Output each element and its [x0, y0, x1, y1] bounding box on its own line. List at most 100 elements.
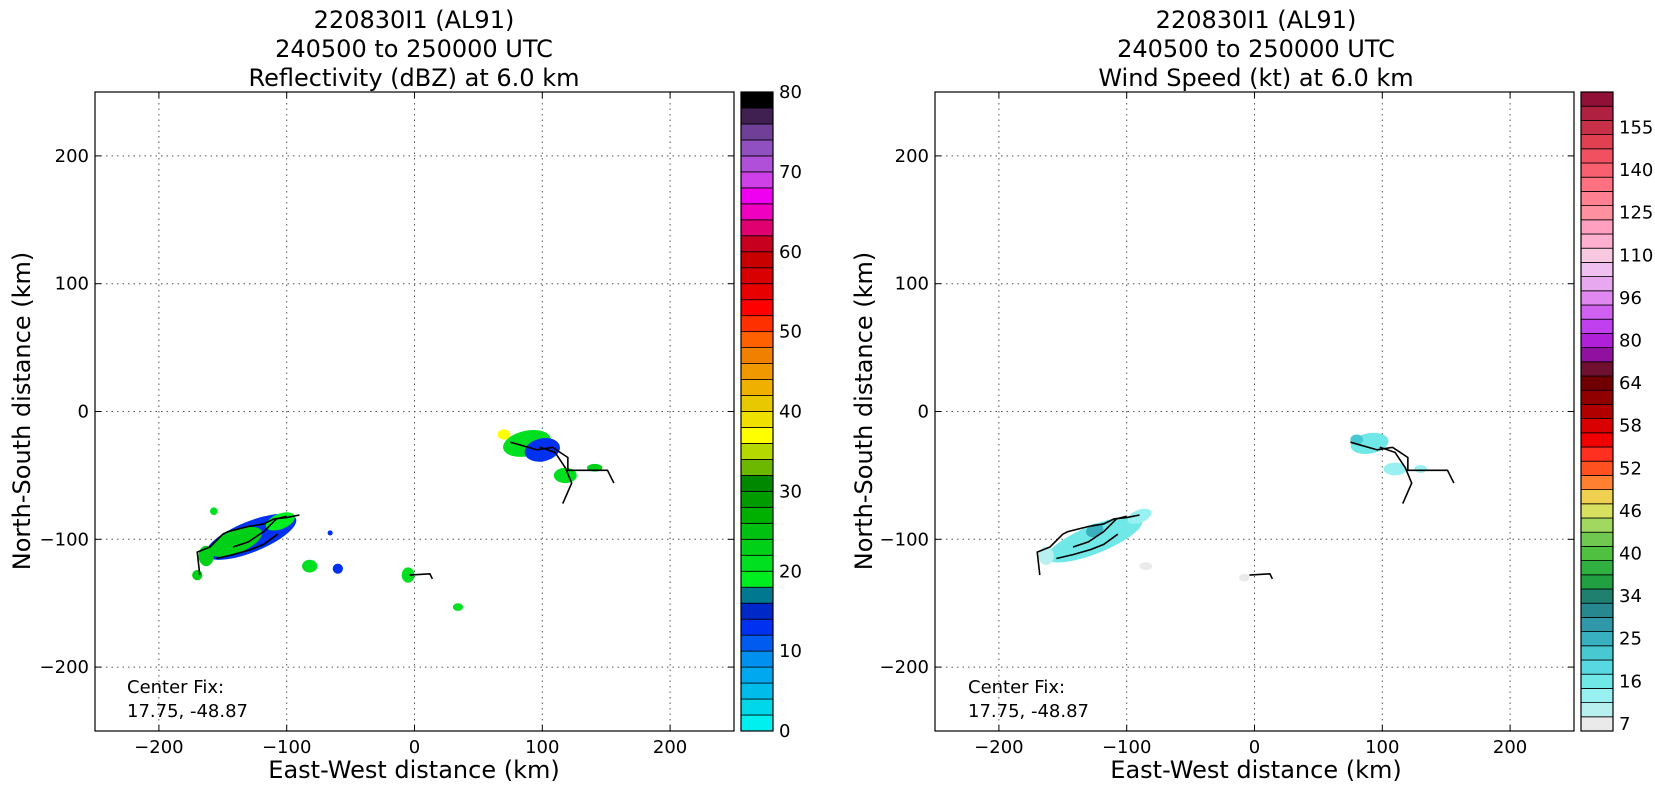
colorbar-segment	[1580, 531, 1614, 547]
colorbar-segment	[740, 538, 774, 556]
colorbar-segment	[1580, 688, 1614, 704]
reflectivity-title-line-3: Reflectivity (dBZ) at 6.0 km	[249, 64, 580, 92]
x-tick-label: 0	[409, 737, 420, 758]
reflectivity-center-fix-value: 17.75, -48.87	[127, 701, 248, 722]
wind-speed-title-line-2: 240500 to 250000 UTC	[1117, 35, 1395, 63]
colorbar-segment	[1580, 403, 1614, 419]
reflectivity-x-axis-label: East-West distance (km)	[268, 756, 559, 784]
colorbar-segment	[1580, 318, 1614, 334]
colorbar-segment	[740, 586, 774, 604]
flight-track	[216, 533, 279, 560]
wind-cell	[1127, 508, 1152, 524]
x-tick-label: 100	[1365, 737, 1399, 758]
flight-track	[510, 441, 615, 484]
colorbar-segment	[1580, 148, 1614, 164]
x-tick-label: −100	[1102, 737, 1151, 758]
echo-cell	[192, 569, 203, 581]
colorbar-segment	[1580, 304, 1614, 320]
reflectivity-x-ticks: −200 −100 0 100 200	[134, 92, 687, 758]
colorbar-segment	[1580, 332, 1614, 348]
colorbar-segment	[740, 107, 774, 125]
reflectivity-flight-tracks	[196, 441, 615, 580]
colorbar-segment	[740, 443, 774, 460]
colorbar-tick-label: 140	[1619, 160, 1653, 181]
wind-cell	[1239, 573, 1250, 582]
colorbar-segment	[740, 379, 774, 396]
reflectivity-center-fix-label: Center Fix:	[127, 677, 224, 698]
colorbar-segment	[740, 459, 774, 476]
colorbar-segment	[740, 331, 774, 349]
colorbar-segment	[740, 171, 774, 189]
colorbar-tick-label: 40	[779, 402, 802, 423]
colorbar-segment	[1580, 389, 1614, 405]
colorbar-segment	[740, 411, 774, 428]
colorbar-segment	[1580, 120, 1614, 136]
colorbar-segment	[1580, 645, 1614, 661]
colorbar-segment	[1580, 219, 1614, 235]
wind-cell	[1139, 562, 1153, 570]
colorbar-tick-label: 7	[1619, 714, 1630, 735]
colorbar-segment	[740, 650, 774, 668]
colorbar-segment	[1580, 347, 1614, 363]
colorbar-segment	[1580, 474, 1614, 490]
colorbar-tick-label: 16	[1619, 671, 1642, 692]
colorbar-segment	[1580, 702, 1614, 718]
colorbar-segment	[1580, 574, 1614, 590]
echo-cell	[327, 530, 333, 536]
flight-track	[1056, 533, 1119, 560]
wind-speed-title-line-1: 220830I1 (AL91)	[1156, 6, 1357, 34]
colorbar-segment	[1580, 716, 1614, 732]
flight-track	[1072, 515, 1127, 548]
colorbar-segment	[1580, 631, 1614, 647]
y-tick-label: 0	[918, 402, 929, 423]
colorbar-segment	[740, 714, 774, 732]
y-tick-label: 100	[895, 274, 929, 295]
colorbar-segment	[1580, 546, 1614, 562]
colorbar-segment	[740, 155, 774, 173]
colorbar-tick-label: 80	[779, 82, 802, 103]
colorbar-segment	[1580, 176, 1614, 192]
colorbar-segment	[740, 315, 774, 333]
colorbar-segment	[740, 554, 774, 572]
reflectivity-echo-field	[192, 429, 603, 611]
reflectivity-title-line-2: 240500 to 250000 UTC	[275, 35, 553, 63]
y-tick-label: −100	[40, 529, 89, 550]
colorbar-segment	[740, 203, 774, 221]
colorbar-segment	[1580, 290, 1614, 306]
flight-track	[232, 515, 287, 548]
colorbar-segment	[1580, 517, 1614, 533]
colorbar-tick-label: 52	[1619, 458, 1642, 479]
reflectivity-y-ticks: 200 100 0 −100 −200	[40, 146, 734, 678]
colorbar-segment	[1580, 673, 1614, 689]
colorbar-segment	[1580, 233, 1614, 249]
wind-speed-title-line-3: Wind Speed (kt) at 6.0 km	[1098, 64, 1413, 92]
echo-cell	[553, 467, 577, 484]
wind-speed-field	[1038, 432, 1428, 582]
colorbar-frame	[1580, 91, 1614, 732]
colorbar-tick-label: 70	[779, 162, 802, 183]
colorbar-tick-label: 50	[779, 322, 802, 343]
colorbar-segment	[740, 474, 774, 492]
colorbar-segment	[1580, 105, 1614, 121]
colorbar-segment	[740, 347, 774, 364]
colorbar-segment	[1580, 588, 1614, 604]
x-tick-label: 100	[525, 737, 559, 758]
reflectivity-gridlines	[95, 92, 734, 731]
colorbar-tick-label: 60	[779, 242, 802, 263]
reflectivity-y-axis-label: North-South distance (km)	[8, 252, 36, 571]
x-tick-label: 200	[1493, 737, 1527, 758]
colorbar-segment	[740, 139, 774, 157]
colorbar-segment	[740, 427, 774, 444]
colorbar-tick-label: 96	[1619, 288, 1642, 309]
colorbar-segment	[1580, 659, 1614, 675]
colorbar-segment	[1580, 205, 1614, 221]
colorbar-segment	[740, 123, 774, 141]
x-tick-label: −100	[262, 737, 311, 758]
colorbar-segment	[740, 91, 774, 109]
echo-cell	[302, 559, 318, 573]
y-tick-label: −100	[880, 529, 929, 550]
x-tick-label: 0	[1249, 737, 1260, 758]
wind-speed-x-axis-label: East-West distance (km)	[1110, 756, 1401, 784]
x-tick-label: −200	[974, 737, 1023, 758]
